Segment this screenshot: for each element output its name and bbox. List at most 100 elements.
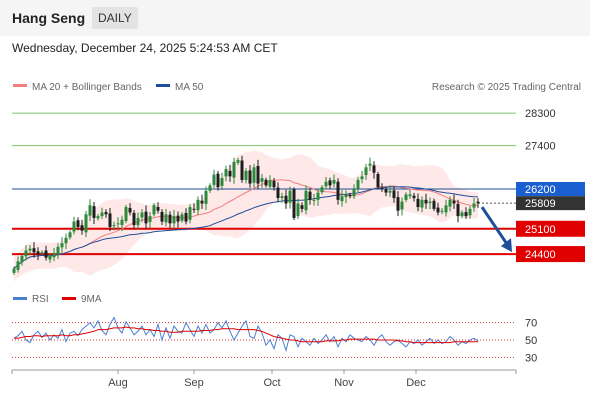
candle-body xyxy=(40,252,44,254)
candle-body xyxy=(68,232,72,238)
candle-body xyxy=(252,167,256,183)
forecast-arrow-icon xyxy=(480,206,509,245)
candle-body xyxy=(376,174,380,188)
candle-body xyxy=(468,208,472,216)
candle-body xyxy=(404,194,408,200)
candle-body xyxy=(476,201,480,204)
candle-body xyxy=(96,216,100,219)
candle-body xyxy=(456,203,460,217)
legend-rsi-ma-label: 9MA xyxy=(81,294,102,305)
candle-body xyxy=(132,212,136,226)
candle-body xyxy=(268,179,272,187)
timeframe-button[interactable]: DAILY xyxy=(92,7,138,29)
candle-body xyxy=(200,200,204,204)
rsi-tick-70: 70 xyxy=(525,318,537,330)
candle-body xyxy=(348,194,352,197)
legend-ma50-swatch xyxy=(156,84,170,87)
candle-body xyxy=(444,205,448,213)
last-price-label: 25809 xyxy=(525,198,556,210)
candle-body xyxy=(128,207,132,213)
candle-body xyxy=(108,213,112,227)
candle-body xyxy=(160,211,164,222)
candle-body xyxy=(92,206,96,218)
candle-body xyxy=(428,201,432,204)
candle-body xyxy=(424,199,428,204)
legend-ma20-label: MA 20 + Bollinger Bands xyxy=(32,82,142,93)
candle-body xyxy=(204,190,208,204)
candle-body xyxy=(216,173,220,188)
candle-body xyxy=(300,205,304,209)
candle-body xyxy=(76,220,80,227)
rsi-line xyxy=(13,316,479,353)
candle-body xyxy=(56,246,60,255)
candle-body xyxy=(352,189,356,197)
candle-body xyxy=(464,212,468,217)
candle-body xyxy=(192,208,196,210)
last-price-tag xyxy=(516,196,585,211)
candle-body xyxy=(408,194,412,197)
candle-body xyxy=(360,176,364,180)
candle-body xyxy=(88,205,92,216)
candle-body xyxy=(172,216,176,224)
candle-body xyxy=(328,180,332,186)
candle-body xyxy=(340,196,344,202)
candle-body xyxy=(320,187,324,193)
candle-body xyxy=(264,179,268,186)
candle-body xyxy=(436,207,440,213)
rsi-tick-50: 50 xyxy=(525,335,537,347)
candle-body xyxy=(452,200,456,204)
datetime-label: Wednesday, December 24, 2025 5:24:53 AM … xyxy=(12,41,278,55)
resistance-label-27400: 27400 xyxy=(525,141,556,153)
candle-body xyxy=(460,212,464,217)
candle-body xyxy=(316,192,320,200)
x-tick-label-aug: Aug xyxy=(108,377,128,389)
candle-body xyxy=(312,199,316,201)
candle-body xyxy=(212,174,216,185)
candle-body xyxy=(364,167,368,176)
candle-body xyxy=(176,215,180,222)
candle-body xyxy=(140,212,144,218)
candle-body xyxy=(248,170,252,184)
candle-body xyxy=(24,250,28,257)
candle-body xyxy=(20,255,24,263)
legend-ma50-label: MA 50 xyxy=(175,82,204,93)
candle-body xyxy=(412,195,416,199)
candle-body xyxy=(144,211,148,224)
legend-ma20-swatch xyxy=(13,84,27,87)
candle-body xyxy=(184,213,188,222)
candle-body xyxy=(292,189,296,218)
resistance-label-28300: 28300 xyxy=(525,108,556,120)
support-tag-25100 xyxy=(516,220,585,237)
candle-body xyxy=(152,205,156,215)
x-tick-label-dec: Dec xyxy=(406,377,426,389)
chart-header: Hang Seng DAILY xyxy=(0,0,590,36)
candle-body xyxy=(148,216,152,223)
candle-body xyxy=(388,190,392,193)
candle-body xyxy=(220,178,224,186)
candle-body xyxy=(44,250,48,258)
x-tick-label-oct: Oct xyxy=(263,377,280,389)
candle-body xyxy=(180,214,184,221)
pivot-label-26200: 26200 xyxy=(525,184,556,196)
candle-body xyxy=(232,161,236,178)
candle-body xyxy=(104,212,108,215)
support-label-25100: 25100 xyxy=(525,224,556,236)
candle-body xyxy=(432,200,436,209)
candle-body xyxy=(372,165,376,173)
candle-body xyxy=(52,253,56,258)
candle-body xyxy=(332,179,336,184)
candle-body xyxy=(32,248,36,253)
candle-body xyxy=(156,207,160,211)
x-tick-label-sep: Sep xyxy=(184,377,204,389)
candle-body xyxy=(260,178,264,182)
candle-body xyxy=(288,190,292,203)
candle-body xyxy=(280,196,284,199)
rsi-tick-30: 30 xyxy=(525,352,537,364)
candle-body xyxy=(36,251,40,255)
candle-body xyxy=(296,203,300,217)
copyright-text: Research © 2025 Trading Central xyxy=(432,82,581,93)
candle-body xyxy=(256,166,260,184)
candle-body xyxy=(228,170,232,177)
candle-body xyxy=(188,207,192,220)
